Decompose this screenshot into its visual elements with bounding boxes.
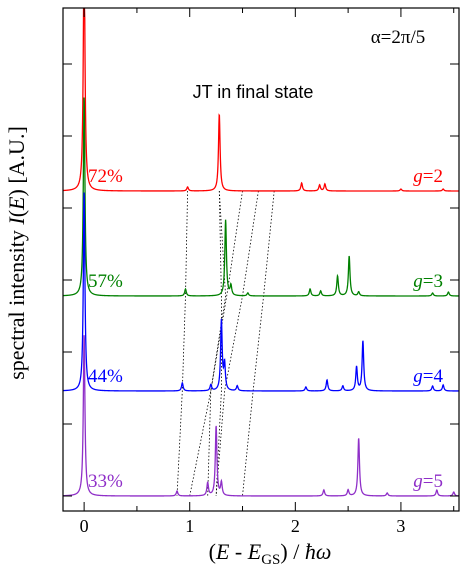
x-tick-label-2: 2 <box>291 516 300 536</box>
xlabel-hbar: ħω <box>305 539 332 564</box>
weight-label-g=2: 72% <box>88 166 123 187</box>
series-label-g=5: g=5 <box>413 471 443 492</box>
axis-ticks: 0 1 2 3 <box>63 8 459 536</box>
correlation-line-6 <box>242 190 275 497</box>
xlabel-e2: E <box>247 539 262 564</box>
correlation-line-1 <box>176 190 188 497</box>
alpha-label: α=2π/5 <box>371 27 426 48</box>
y-axis-label: spectral intensity I(E) [A.U.] <box>4 126 29 380</box>
xlabel-e1: E <box>215 539 230 564</box>
weight-label-g=5: 33% <box>88 471 123 492</box>
xlabel-minus: - <box>229 539 247 564</box>
series-curve-g=4 <box>62 192 459 392</box>
x-tick-label-1: 1 <box>185 516 194 536</box>
weight-label-g=3: 57% <box>88 271 123 292</box>
series-curve-g=3 <box>62 97 460 297</box>
ylabel-open: ( <box>4 210 29 217</box>
correlation-line-5 <box>215 190 259 497</box>
series-label-g=3: g=3 <box>413 271 443 292</box>
series-curve-g=2 <box>62 8 459 192</box>
series-label-g: g <box>413 271 423 292</box>
series-label-value: =2 <box>423 166 443 187</box>
plot-frame <box>62 7 460 512</box>
series-label-value: =3 <box>423 271 443 292</box>
series-label-g: g <box>413 471 423 492</box>
ylabel-units: [A.U.] <box>4 126 29 189</box>
series-label-g=2: g=2 <box>413 166 443 187</box>
series-label-g: g <box>413 166 423 187</box>
spectra-curves <box>62 8 460 497</box>
xlabel-close: ) / <box>280 539 304 564</box>
xlabel-open: ( <box>209 539 216 564</box>
correlation-line-3 <box>215 190 222 497</box>
series-label-value: =4 <box>423 366 444 387</box>
ylabel-i: I <box>4 216 29 226</box>
correlation-lines <box>176 190 275 497</box>
correlation-line-4 <box>189 190 243 497</box>
annotation-jt-final-state: JT in final state <box>193 82 314 102</box>
x-tick-label-3: 3 <box>396 516 405 536</box>
ylabel-close: ) <box>4 189 29 196</box>
series-label-g=4: g=4 <box>413 366 443 387</box>
x-tick-label-0: 0 <box>80 516 89 536</box>
correlation-line-2 <box>207 190 227 497</box>
ylabel-e: E <box>4 196 29 211</box>
weight-label-g=4: 44% <box>88 366 123 387</box>
series-label-g: g <box>413 366 423 387</box>
series-labels: 72% g=257% g=344% g=433% g=5 <box>88 166 443 492</box>
ylabel-main: spectral intensity <box>4 225 29 380</box>
series-label-value: =5 <box>423 471 443 492</box>
xlabel-sub: GS <box>261 552 280 568</box>
series-curve-g=5 <box>62 335 460 497</box>
x-axis-label: (E - EGS) / ħω <box>209 539 332 568</box>
